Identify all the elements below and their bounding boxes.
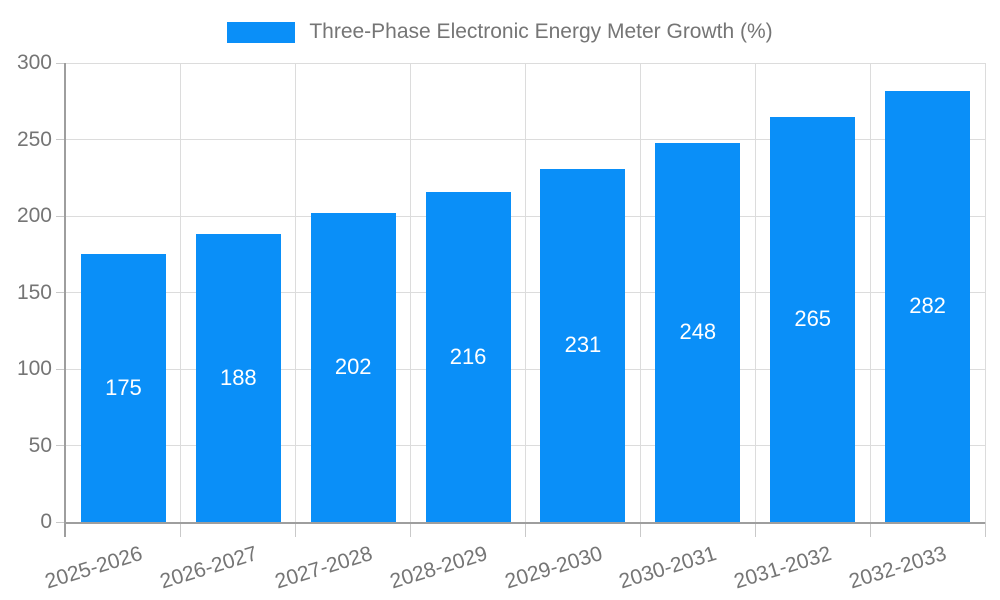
y-tick [56,292,64,293]
x-tick-label: 2025-2026 [42,542,146,594]
x-gridline [754,63,756,522]
bar-value-label: 216 [449,343,487,369]
bar[interactable] [425,191,511,522]
bar[interactable] [80,254,166,522]
x-gridline [180,63,182,522]
y-tick-label: 300 [16,51,52,74]
x-tick [639,522,641,537]
bar[interactable] [195,234,281,522]
y-tick [56,62,64,64]
legend-swatch [227,21,296,43]
y-tick [56,215,64,217]
x-tick-label: 2028-2029 [387,542,490,594]
y-axis-line [64,63,66,537]
x-tick [984,522,986,537]
x-tick [180,522,182,537]
x-axis-line [64,522,985,524]
y-tick [56,445,64,446]
x-gridline [295,63,297,522]
y-tick-label: 50 [28,433,52,457]
legend-label: Three-Phase Electronic Energy Meter Grow… [309,20,773,43]
x-tick-label: 2030-2031 [616,542,720,594]
x-tick [295,522,297,537]
x-tick-label: 2026-2027 [157,542,261,594]
bar-value-label: 202 [334,354,372,380]
bar[interactable] [540,168,626,522]
x-gridline [410,63,412,522]
y-tick [56,521,64,523]
x-gridline [984,63,986,522]
y-tick-label: 150 [16,280,52,304]
x-tick [410,522,412,537]
x-tick-label: 2027-2028 [272,542,375,594]
bar-value-label: 231 [564,332,602,358]
x-tick [869,522,871,537]
bar[interactable] [655,142,741,522]
y-tick [56,368,64,370]
y-tick-label: 0 [40,510,52,533]
bar-value-label: 175 [105,375,142,401]
x-tick-label: 2032-2033 [846,542,950,594]
x-gridline [869,63,871,522]
x-tick-label: 2031-2032 [731,542,835,594]
legend[interactable]: Three-Phase Electronic Energy Meter Grow… [0,20,1000,44]
x-tick [754,522,756,537]
bar-value-label: 282 [909,293,946,319]
x-gridline [525,63,526,522]
x-gridline [639,63,641,522]
y-tick [56,139,64,140]
x-tick-label: 2029-2030 [501,542,605,594]
bar-value-label: 188 [219,365,257,391]
y-tick-label: 250 [16,127,52,151]
bar-value-label: 265 [794,306,832,332]
y-tick-label: 100 [16,357,52,380]
bar[interactable] [770,116,856,522]
bar-value-label: 248 [679,319,717,345]
x-tick [525,522,526,537]
bar[interactable] [310,212,396,522]
bar[interactable] [885,90,971,522]
y-tick-label: 200 [16,204,52,227]
